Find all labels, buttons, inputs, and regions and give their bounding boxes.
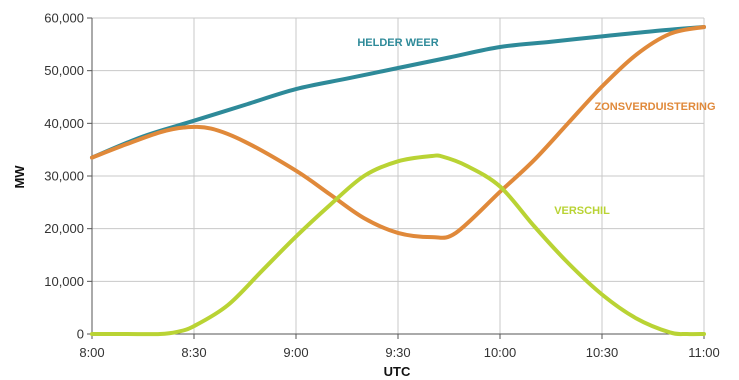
- y-tick-label: 40,000: [44, 116, 84, 131]
- y-tick-label: 10,000: [44, 274, 84, 289]
- x-tick-label: 10:00: [484, 345, 517, 360]
- x-tick-label: 8:00: [79, 345, 104, 360]
- y-tick-label: 30,000: [44, 169, 84, 184]
- axes: [87, 17, 705, 339]
- x-tick-label: 10:30: [586, 345, 619, 360]
- grid: [92, 17, 705, 334]
- y-axis-title: MW: [12, 165, 27, 189]
- y-tick-label: 0: [77, 327, 84, 342]
- x-tick-label: 11:00: [688, 345, 720, 360]
- y-tick-label: 60,000: [44, 11, 84, 26]
- tick-labels: 0 10,000 20,000 30,000 40,000 50,000 60,000 8:0…: [44, 11, 720, 361]
- series-lines: [90, 25, 706, 337]
- series-labels: HELDER WEER ZONSVERDUISTERING VERSCHIL: [357, 37, 715, 217]
- series-line-helder-weer: [90, 25, 706, 160]
- x-axis-title: UTC: [384, 364, 411, 379]
- series-line-zonsverduistering: [90, 25, 706, 240]
- x-tick-label: 8:30: [181, 345, 206, 360]
- series-line-verschil: [90, 153, 706, 337]
- y-tick-label: 20,000: [44, 221, 84, 236]
- y-tick-label: 50,000: [44, 63, 84, 78]
- x-tick-label: 9:30: [385, 345, 410, 360]
- series-label-verschil: VERSCHIL: [554, 205, 610, 217]
- series-label-helder-weer: HELDER WEER: [357, 37, 438, 49]
- x-tick-label: 9:00: [283, 345, 308, 360]
- series-label-zonsverduistering: ZONSVERDUISTERING: [594, 101, 715, 113]
